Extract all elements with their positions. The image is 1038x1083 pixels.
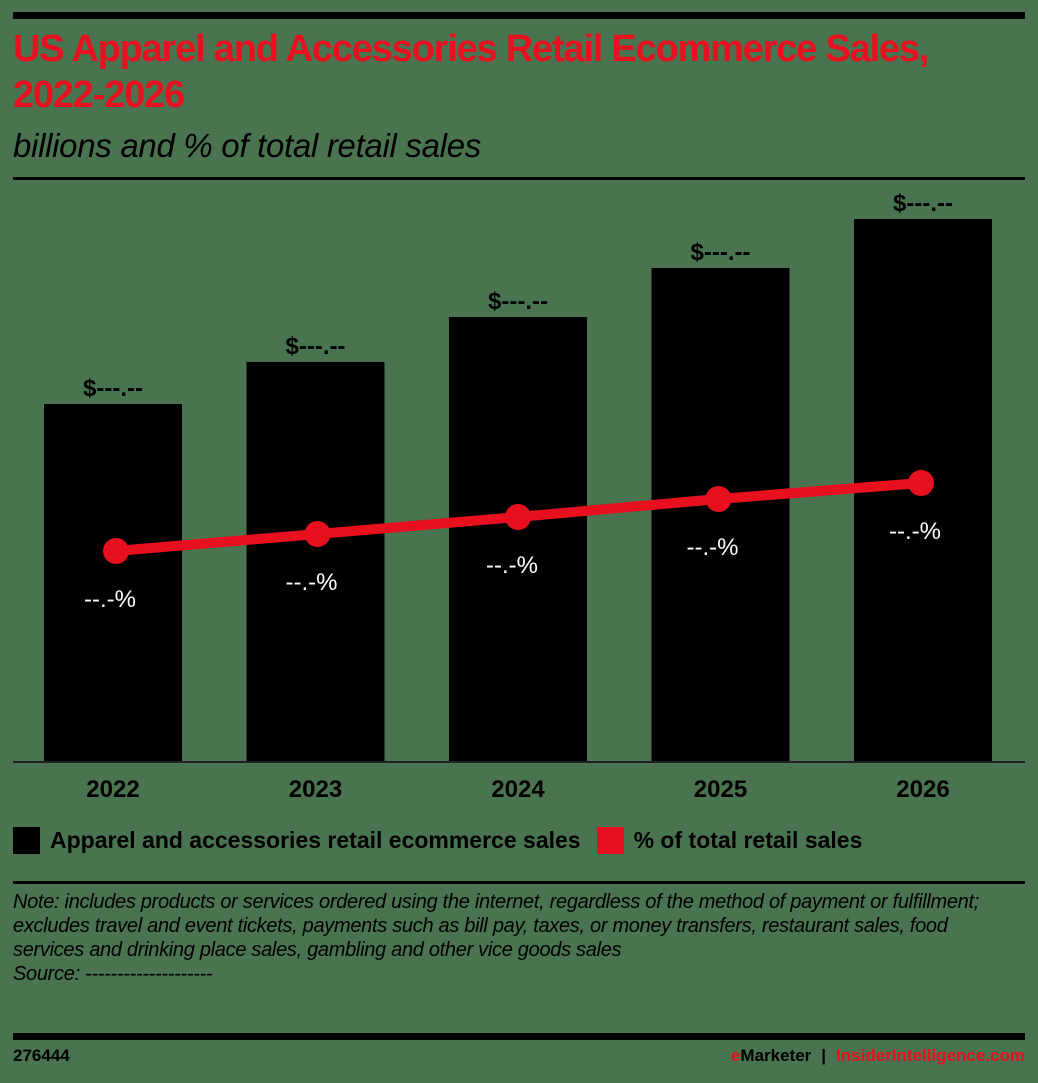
brand-separator: | [821,1046,827,1065]
chart-id: 276444 [13,1046,70,1065]
line-marker [103,538,129,564]
bar-series: $---.-- $---.-- $---.-- $---.-- $---.-- [44,190,992,762]
bar-value-label: $---.-- [83,375,143,402]
brand-name: Marketer [740,1046,812,1065]
bar-value-label: $---.-- [286,333,346,360]
bar-value-label: $---.-- [893,190,953,217]
percent-value-label: --.-% [687,534,739,561]
top-rule [13,12,1025,19]
notes-block: Note: includes products or services orde… [13,890,1023,986]
footer-rule [13,1033,1025,1040]
percent-value-label: --.-% [84,586,136,613]
bar-2025 [651,268,790,762]
site-link[interactable]: InsiderIntelligence.com [836,1046,1025,1065]
legend: Apparel and accessories retail ecommerce… [13,825,878,855]
legend-swatch-black [13,826,40,854]
x-tick-2025: 2025 [694,776,747,803]
subtitle-rule [13,177,1025,180]
legend-swatch-red [596,826,624,854]
percent-value-label: --.-% [889,518,941,545]
x-tick-2022: 2022 [86,776,139,803]
chart-subtitle: billions and % of total retail sales [13,127,481,164]
bar-2022 [44,404,182,762]
source-text: Source: -------------------- [13,963,213,985]
legend-item-percent: % of total retail sales [596,826,863,854]
bar-2023 [246,362,385,762]
percent-value-label: --.-% [486,552,538,579]
legend-label-percent: % of total retail sales [633,826,863,853]
note-text: Note: includes products or services orde… [13,891,980,961]
x-tick-2026: 2026 [896,776,949,803]
chart-title: US Apparel and Accessories Retail Ecomme… [13,28,929,116]
line-series: --.-% --.-% --.-% --.-% --.-% [84,470,941,613]
footer-brand: eMarketer | InsiderIntelligence.com [731,1046,1025,1066]
line-marker [304,521,331,547]
line-marker [908,470,934,496]
line-marker [505,504,531,530]
bar-value-label: $---.-- [488,288,548,315]
bar-value-label: $---.-- [691,239,751,266]
x-axis-labels: 2022 2023 2024 2025 2026 [86,776,949,803]
x-tick-2024: 2024 [491,776,545,803]
legend-label-sales: Apparel and accessories retail ecommerce… [50,826,581,853]
bar-2024 [449,317,587,762]
percent-value-label: --.-% [286,569,338,596]
line-marker [705,486,732,512]
x-tick-2023: 2023 [289,776,342,803]
brand-prefix: e [730,1046,741,1065]
legend-item-sales: Apparel and accessories retail ecommerce… [13,826,581,854]
notes-rule [13,881,1025,884]
